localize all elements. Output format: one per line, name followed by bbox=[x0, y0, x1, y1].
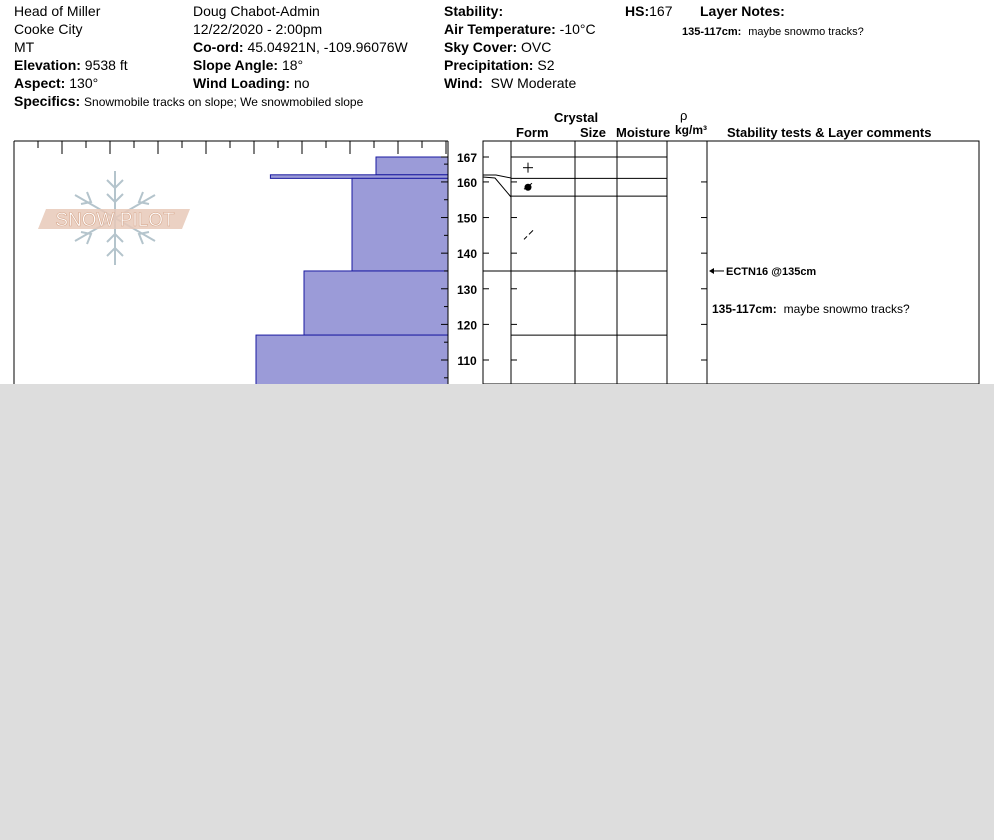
wind-label: Wind: bbox=[444, 75, 483, 91]
depth-tick-label: 110 bbox=[457, 354, 477, 368]
density-unit-header: kg/m³ bbox=[675, 123, 708, 137]
snow-pilot-logo-text: SNOW PILOT bbox=[55, 210, 175, 231]
hs-value: 167 bbox=[649, 3, 673, 19]
depth-tick-label: 167 bbox=[457, 151, 477, 165]
stability-field: Stability: bbox=[444, 3, 503, 20]
air-temperature-value: -10°C bbox=[559, 21, 596, 37]
form-header: Form bbox=[516, 125, 549, 140]
depth-tick-label: 150 bbox=[457, 212, 477, 226]
hardness-bars bbox=[255, 156, 449, 384]
wind-value: SW Moderate bbox=[490, 75, 577, 91]
precipitation-particles-icon bbox=[523, 162, 533, 173]
layer-comment-range: 135-117cm: bbox=[712, 302, 777, 316]
precipitation-value: S2 bbox=[537, 57, 555, 73]
specifics-label: Specifics: bbox=[14, 93, 81, 109]
stability-label: Stability: bbox=[444, 3, 504, 19]
specifics-field: Specifics: Snowmobile tracks on slope; W… bbox=[14, 93, 363, 111]
wind-field: Wind: SW Moderate bbox=[444, 75, 576, 92]
location-city: Cooke City bbox=[14, 21, 83, 37]
depth-axis: 110 120 130 140 150 160 167 bbox=[441, 141, 489, 384]
rho-header: ρ bbox=[680, 108, 688, 123]
elevation-value: 9538 ft bbox=[84, 57, 128, 73]
stability-test-label: ECTN16 @135cm bbox=[726, 266, 816, 278]
layer-comment: 135-117cm: maybe snowmo tracks? bbox=[712, 300, 910, 318]
layer-comment-text: maybe snowmo tracks? bbox=[783, 302, 910, 316]
slope-angle-label: Slope Angle: bbox=[193, 57, 279, 73]
air-temperature-field: Air Temperature: -10°C bbox=[444, 21, 596, 38]
depth-tick-label: 160 bbox=[457, 176, 477, 190]
coord-value: 45.04921N, -109.96076W bbox=[247, 39, 408, 55]
aspect-value: 130° bbox=[69, 75, 99, 91]
sky-cover-value: OVC bbox=[521, 39, 552, 55]
sky-cover-field: Sky Cover: OVC bbox=[444, 39, 551, 56]
specifics-value: Snowmobile tracks on slope; We snowmobil… bbox=[84, 95, 364, 109]
elevation-field: Elevation: 9538 ft bbox=[14, 57, 128, 74]
hardness-bar bbox=[303, 270, 449, 336]
precipitation-field: Precipitation: S2 bbox=[444, 57, 554, 74]
stability-tests: ECTN16 @135cm bbox=[709, 266, 816, 278]
hardness-chart-frame bbox=[13, 140, 448, 384]
depth-tick-label: 120 bbox=[457, 318, 477, 332]
air-temperature-label: Air Temperature: bbox=[444, 21, 556, 37]
slope-angle-field: Slope Angle: 18° bbox=[193, 57, 303, 74]
hardness-top-ticks bbox=[13, 141, 447, 154]
observation-datetime: 12/22/2020 - 2:00pm bbox=[193, 21, 323, 37]
snow-profile-chart: SNOW PILOT 110 120 130 140 150 160 167 ECTN16 … bbox=[13, 140, 980, 384]
profile-grid bbox=[482, 140, 980, 384]
empty-area bbox=[480, 384, 994, 840]
aspect-field: Aspect: 130° bbox=[14, 75, 98, 92]
snow-pilot-logo: SNOW PILOT bbox=[38, 171, 190, 265]
moisture-header: Moisture bbox=[616, 125, 671, 140]
crystal-header: Crystal bbox=[554, 110, 599, 125]
rounded-grains-icon bbox=[523, 182, 533, 191]
layer-note-range: 135-117cm: bbox=[682, 26, 742, 38]
hardness-bar bbox=[269, 174, 449, 179]
hardness-bar bbox=[255, 334, 449, 384]
hardness-bar bbox=[351, 177, 449, 272]
hs-label: HS: bbox=[625, 3, 650, 19]
precipitation-label: Precipitation: bbox=[444, 57, 534, 73]
elevation-label: Elevation: bbox=[14, 57, 81, 73]
layer-note-text: maybe snowmo tracks? bbox=[748, 26, 864, 38]
hardness-bar bbox=[375, 156, 449, 176]
wind-loading-field: Wind Loading: no bbox=[193, 75, 310, 92]
arrow-head-icon bbox=[709, 267, 714, 274]
layer-connectors bbox=[482, 174, 512, 198]
sky-cover-label: Sky Cover: bbox=[444, 39, 518, 55]
wind-loading-label: Wind Loading: bbox=[193, 75, 291, 91]
layer-note-item: 135-117cm: maybe snowmo tracks? bbox=[682, 22, 864, 41]
grain-form-symbols bbox=[523, 162, 534, 240]
location-name: Head of Miller bbox=[14, 3, 101, 19]
depth-tick-label: 130 bbox=[457, 283, 477, 297]
snow-profile-sheet: Head of Miller Cooke City MT Elevation: … bbox=[0, 0, 994, 384]
slope-angle-value: 18° bbox=[281, 57, 304, 73]
wind-loading-value: no bbox=[293, 75, 310, 91]
coord-field: Co-ord: 45.04921N, -109.96076W bbox=[193, 39, 408, 56]
layer-notes-title: Layer Notes: bbox=[700, 3, 785, 19]
decomposing-fragments-icon bbox=[523, 229, 534, 240]
stability-comments-header: Stability tests & Layer comments bbox=[727, 125, 932, 140]
size-header: Size bbox=[580, 125, 607, 140]
coord-label: Co-ord: bbox=[193, 39, 244, 55]
depth-tick-label: 140 bbox=[457, 247, 477, 261]
aspect-label: Aspect: bbox=[14, 75, 66, 91]
location-state: MT bbox=[14, 39, 35, 55]
observer-name: Doug Chabot-Admin bbox=[193, 3, 320, 19]
hs-field: HS:167 bbox=[625, 3, 672, 20]
